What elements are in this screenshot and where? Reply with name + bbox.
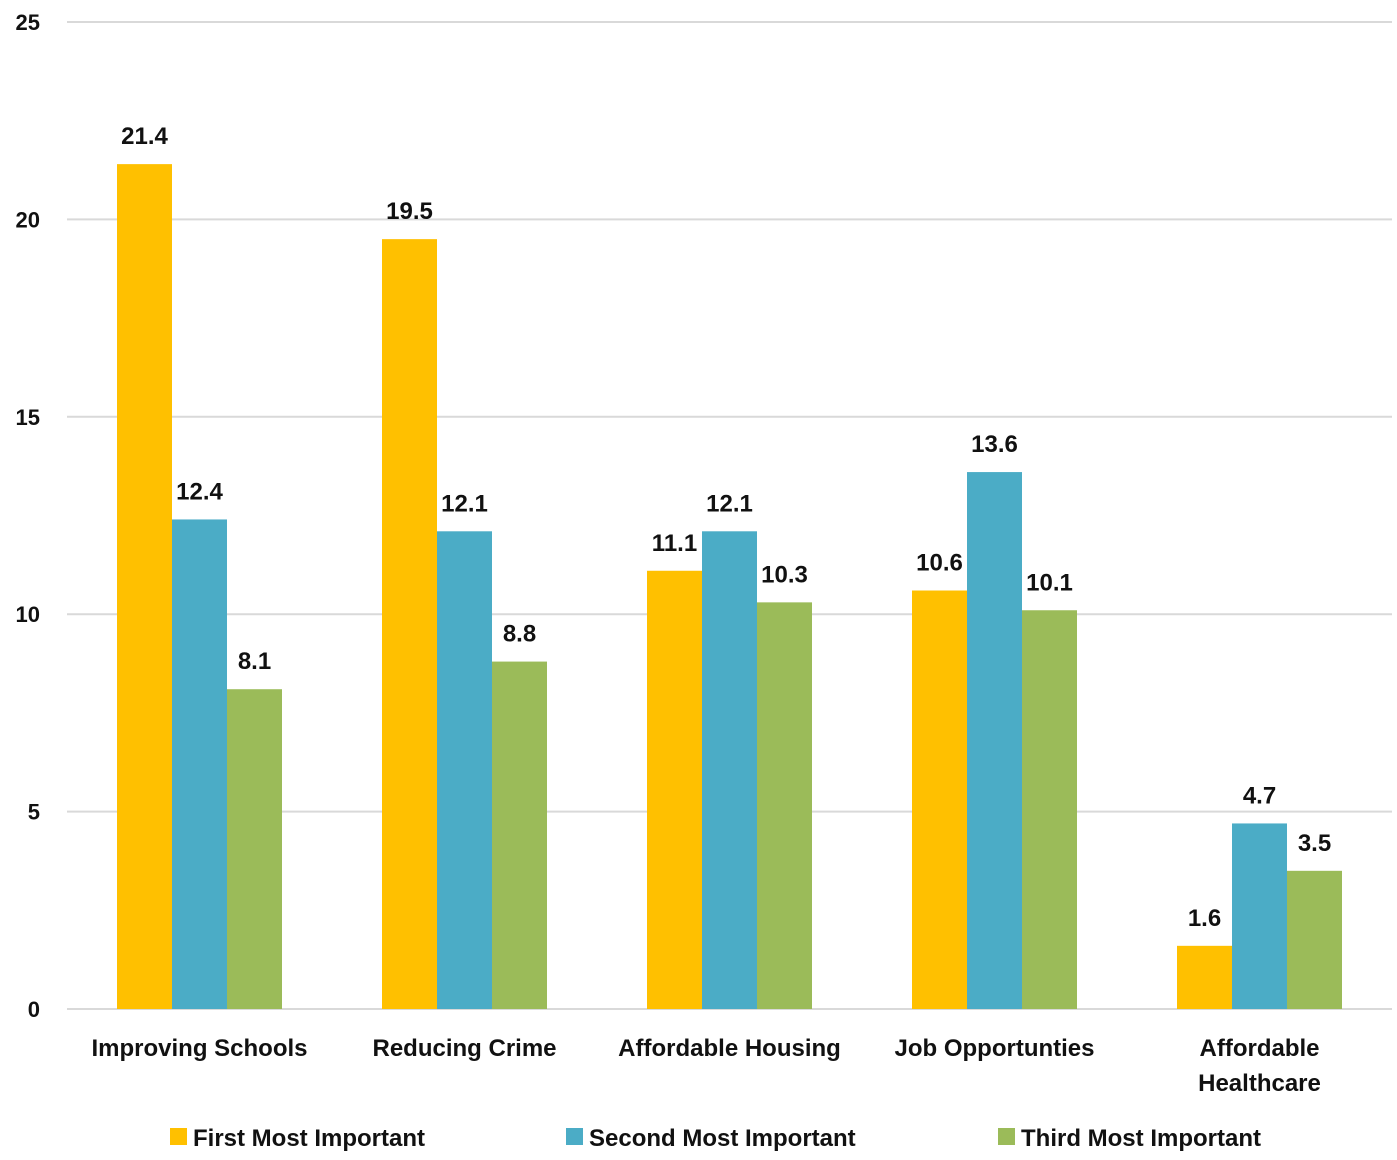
bar xyxy=(437,531,492,1009)
bar xyxy=(757,602,812,1009)
data-label: 10.3 xyxy=(761,561,808,588)
x-category-label: Job Opportunties xyxy=(895,1035,1095,1062)
x-category-label: Reducing Crime xyxy=(372,1035,556,1062)
bar xyxy=(227,689,282,1009)
x-category-label: Affordable Housing xyxy=(618,1035,841,1062)
y-tick-label: 20 xyxy=(16,207,40,232)
data-label: 12.4 xyxy=(176,478,223,505)
legend-swatch xyxy=(998,1128,1015,1145)
bar xyxy=(1177,945,1232,1009)
data-label: 10.1 xyxy=(1026,569,1073,596)
bar xyxy=(382,239,437,1009)
legend-swatch xyxy=(170,1128,187,1145)
y-tick-label: 15 xyxy=(16,405,40,430)
y-tick-label: 25 xyxy=(16,10,40,35)
bar xyxy=(647,570,702,1009)
data-label: 4.7 xyxy=(1243,782,1276,809)
data-label: 11.1 xyxy=(652,530,697,557)
data-label: 21.4 xyxy=(121,123,168,150)
data-label: 10.6 xyxy=(916,550,963,577)
x-category-label: Improving Schools xyxy=(91,1035,307,1062)
bar xyxy=(967,472,1022,1009)
legend-label: Second Most Important xyxy=(589,1125,856,1152)
legend-swatch xyxy=(566,1128,583,1145)
x-category-label: Healthcare xyxy=(1198,1070,1321,1097)
data-label: 3.5 xyxy=(1298,830,1331,857)
y-tick-label: 0 xyxy=(28,997,40,1022)
bar xyxy=(702,531,757,1009)
data-label: 1.6 xyxy=(1188,905,1221,932)
data-label: 8.1 xyxy=(238,648,271,675)
data-label: 12.1 xyxy=(441,490,488,517)
data-label: 12.1 xyxy=(706,490,753,517)
x-category-label: Affordable xyxy=(1200,1035,1320,1062)
data-label: 19.5 xyxy=(386,198,433,225)
bar xyxy=(1287,870,1342,1009)
y-tick-label: 5 xyxy=(28,800,40,825)
data-label: 13.6 xyxy=(971,431,1018,458)
bar xyxy=(1022,610,1077,1009)
legend-label: Third Most Important xyxy=(1021,1125,1261,1152)
bar xyxy=(1232,823,1287,1009)
data-label: 8.8 xyxy=(503,621,536,648)
bar xyxy=(912,590,967,1009)
bar xyxy=(172,519,227,1009)
y-tick-label: 10 xyxy=(16,602,40,627)
bar xyxy=(117,164,172,1010)
legend-label: First Most Important xyxy=(193,1125,425,1152)
bar xyxy=(492,661,547,1009)
